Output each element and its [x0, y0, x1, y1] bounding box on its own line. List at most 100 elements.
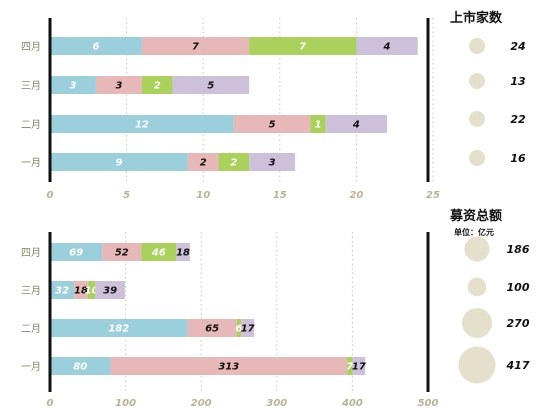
side-subtitle: 单位：亿元	[454, 227, 494, 237]
bubble	[458, 346, 496, 384]
bar-value-label: 7	[192, 42, 199, 53]
bar-segment	[236, 319, 242, 337]
bar-value-label: 17	[241, 324, 255, 335]
bubble-value: 100	[507, 281, 530, 294]
bubble	[469, 38, 485, 54]
bar-segment	[141, 243, 177, 261]
bar-segment	[50, 357, 111, 375]
side-title: 上市家数	[450, 10, 503, 26]
x-tick-label: 200	[191, 398, 212, 409]
bar-segment	[50, 153, 188, 171]
category-label: 三月	[21, 285, 41, 297]
bubble	[469, 150, 485, 166]
bar-value-label: 1	[315, 120, 322, 131]
bar-segment	[141, 37, 250, 55]
bubble-value: 24	[510, 40, 525, 53]
bar-segment	[249, 153, 296, 171]
bar-value-label: 52	[115, 248, 129, 259]
bubble	[467, 277, 487, 297]
bar-segment	[352, 357, 366, 375]
bar-value-label: 12	[135, 120, 149, 131]
bubble-value: 186	[507, 243, 530, 256]
category-label: 二月	[21, 323, 41, 335]
bar-segment	[50, 319, 188, 337]
bar-segment	[95, 281, 125, 299]
bubble	[469, 73, 485, 89]
bar-value-label: 2	[230, 158, 237, 169]
bar-value-label: 32	[55, 286, 69, 297]
bar-value-label: 5	[269, 120, 276, 131]
bar-value-label: 9	[115, 158, 122, 169]
x-tick-label: 5	[123, 190, 130, 201]
x-tick-label: 25	[426, 190, 440, 201]
category-label: 三月	[21, 80, 41, 92]
bar-value-label: 2	[154, 81, 161, 92]
bubble-value: 22	[510, 113, 526, 126]
bar-value-label: 7	[346, 362, 353, 373]
bar-segment	[50, 37, 142, 55]
bar-segment	[187, 153, 219, 171]
bar-value-label: 65	[205, 324, 219, 335]
bubble-value: 16	[510, 152, 526, 165]
x-tick-label: 400	[341, 398, 363, 409]
bar-segment	[50, 281, 75, 299]
x-tick-label: 10	[196, 190, 210, 201]
x-tick-label: 15	[273, 190, 287, 201]
bar-segment	[110, 357, 348, 375]
bar-segment	[356, 37, 418, 55]
bar-segment	[218, 153, 250, 171]
bar-segment	[172, 76, 250, 94]
bar-segment	[141, 76, 173, 94]
bubble	[464, 236, 490, 262]
bar-value-label: 10	[85, 286, 99, 297]
bar-segment	[310, 115, 326, 133]
bar-segment	[325, 115, 388, 133]
bar-segment	[249, 37, 357, 55]
bubble-value: 417	[506, 359, 530, 372]
category-label: 四月	[21, 247, 41, 259]
bar-value-label: 46	[151, 248, 166, 259]
bubble	[469, 111, 485, 127]
bar-value-label: 69	[69, 248, 83, 259]
side-title: 募资总额	[449, 208, 502, 224]
bar-segment	[241, 319, 255, 337]
category-label: 一月	[21, 157, 41, 169]
bar-value-label: 4	[383, 42, 391, 53]
x-tick-label: 500	[418, 398, 439, 409]
bar-segment	[87, 281, 96, 299]
bar-value-label: 17	[352, 362, 366, 373]
bar-value-label: 6	[236, 324, 243, 335]
bar-value-label: 2	[200, 158, 207, 169]
bar-segment	[50, 115, 234, 133]
bar-value-label: 182	[108, 324, 129, 335]
bar-segment	[50, 243, 103, 261]
bar-value-label: 6	[92, 42, 99, 53]
bar-value-label: 3	[269, 158, 276, 169]
bar-value-label: 3	[69, 81, 76, 92]
x-tick-label: 0	[47, 190, 54, 201]
bar-value-label: 4	[352, 120, 360, 131]
x-tick-label: 20	[349, 190, 363, 201]
bubble-value: 270	[507, 317, 530, 330]
category-label: 一月	[21, 361, 41, 373]
bar-value-label: 80	[73, 362, 87, 373]
x-tick-label: 100	[115, 398, 136, 409]
bar-value-label: 313	[218, 362, 239, 373]
bar-segment	[187, 319, 237, 337]
x-tick-label: 0	[47, 398, 54, 409]
bar-value-label: 5	[207, 81, 214, 92]
bar-value-label: 18	[74, 286, 88, 297]
bar-segment	[347, 357, 353, 375]
bar-segment	[95, 76, 142, 94]
x-tick-label: 300	[266, 398, 287, 409]
bar-segment	[233, 115, 311, 133]
bar-segment	[74, 281, 88, 299]
bar-value-label: 7	[299, 42, 306, 53]
bar-value-label: 3	[115, 81, 122, 92]
bubble	[462, 308, 492, 338]
bar-segment	[176, 243, 190, 261]
category-label: 二月	[21, 119, 41, 131]
bar-segment	[102, 243, 142, 261]
bar-value-label: 18	[176, 248, 190, 259]
